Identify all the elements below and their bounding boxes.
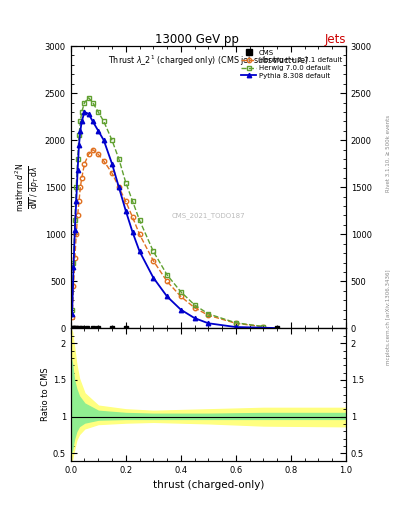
Y-axis label: Ratio to CMS: Ratio to CMS <box>41 368 50 421</box>
X-axis label: thrust (charged-only): thrust (charged-only) <box>152 480 264 490</box>
Text: mcplots.cern.ch [arXiv:1306.3436]: mcplots.cern.ch [arXiv:1306.3436] <box>386 270 391 365</box>
Text: CMS_2021_TODO187: CMS_2021_TODO187 <box>171 212 245 219</box>
Text: Rivet 3.1.10, ≥ 500k events: Rivet 3.1.10, ≥ 500k events <box>386 115 391 192</box>
Text: Jets: Jets <box>324 33 346 46</box>
Text: Thrust $\lambda\_2^1$ (charged only) (CMS jet substructure): Thrust $\lambda\_2^1$ (charged only) (CM… <box>108 53 309 68</box>
Legend: CMS, Herwig++ 2.7.1 default, Herwig 7.0.0 default, Pythia 8.308 default: CMS, Herwig++ 2.7.1 default, Herwig 7.0.… <box>240 48 344 80</box>
Y-axis label: mathrm $d^2$N
$\overline{\mathrm{d}N}$ / $\overline{\mathrm{d}p_T\,\mathrm{d}\la: mathrm $d^2$N $\overline{\mathrm{d}N}$ /… <box>13 163 42 212</box>
Text: 13000 GeV pp: 13000 GeV pp <box>154 33 239 46</box>
